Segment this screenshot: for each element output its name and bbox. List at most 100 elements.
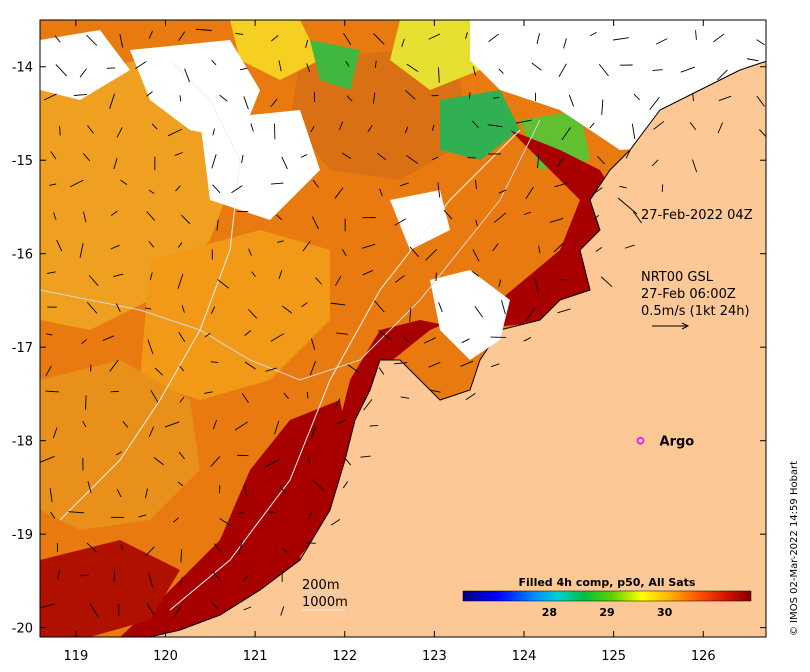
current-vector <box>395 275 405 283</box>
current-vector <box>212 128 215 136</box>
current-vector <box>179 396 185 403</box>
current-vector <box>49 488 53 502</box>
current-vector <box>330 518 341 526</box>
time-label: 27-Feb-2022 04Z <box>641 208 753 223</box>
current-vector <box>270 98 278 108</box>
current-vector <box>53 212 57 220</box>
current-vector <box>345 61 350 67</box>
current-vector <box>178 451 185 460</box>
current-vector <box>373 33 385 45</box>
current-vector <box>344 457 352 466</box>
current-vector <box>54 35 61 43</box>
current-vector <box>244 484 247 497</box>
current-vector <box>498 279 502 288</box>
current-vector <box>150 389 159 403</box>
current-vector <box>242 574 249 582</box>
current-vector <box>59 126 61 136</box>
current-vector <box>379 188 383 197</box>
sst-hot-sw <box>40 540 180 637</box>
credit-text: © IMOS 02-Mar-2022 14:59 Hobart <box>789 461 800 636</box>
current-vector <box>523 337 532 342</box>
current-vector <box>438 67 440 83</box>
lon-tick-label: 123 <box>422 649 447 664</box>
current-vector <box>651 159 659 167</box>
current-vector <box>746 58 759 62</box>
current-vector <box>146 603 155 615</box>
current-vector <box>86 34 98 46</box>
current-vector <box>373 300 385 313</box>
current-vector <box>372 92 376 104</box>
current-vector <box>57 569 60 580</box>
colorbar-tick-label: 28 <box>542 606 557 619</box>
current-vector <box>212 184 221 194</box>
current-vector <box>649 96 660 110</box>
current-vector <box>306 542 316 544</box>
current-vector <box>119 34 124 48</box>
sst-patch-orange <box>140 230 330 400</box>
current-vector <box>680 66 696 73</box>
contour-label-1000: 1000m <box>302 595 348 610</box>
current-vector <box>211 601 219 610</box>
land-area <box>150 61 766 637</box>
sst-patch-orange-2 <box>40 360 200 530</box>
scale-arrow <box>652 322 690 330</box>
current-vector <box>310 125 315 133</box>
current-vector <box>431 156 439 161</box>
current-vector <box>211 154 217 169</box>
contour-1000m-line-2 <box>169 129 521 611</box>
current-vector <box>40 455 55 463</box>
lat-tick-label: -19 <box>12 528 33 543</box>
current-vector <box>216 219 219 231</box>
current-vector <box>243 96 249 110</box>
current-vector <box>148 426 155 438</box>
current-vector <box>146 211 156 221</box>
current-vector <box>597 155 605 165</box>
current-vector <box>312 179 319 188</box>
current-vector <box>244 361 256 370</box>
current-vector <box>177 242 183 248</box>
current-vector <box>378 329 391 340</box>
current-vector <box>68 511 84 514</box>
current-vector <box>756 39 765 46</box>
current-vector <box>461 338 470 344</box>
current-vector <box>425 248 438 261</box>
current-vector <box>691 159 698 173</box>
current-vector <box>279 486 287 495</box>
current-vector <box>334 398 341 409</box>
cloud-gulf <box>430 270 510 360</box>
current-vector <box>265 458 280 468</box>
time-pointer-line <box>617 197 638 215</box>
current-vector <box>113 158 118 169</box>
lon-tick-label: 125 <box>601 649 626 664</box>
current-vector <box>270 182 284 185</box>
current-vector <box>109 93 115 109</box>
current-vector <box>211 60 217 66</box>
current-vector <box>309 360 317 376</box>
current-vector <box>438 302 443 313</box>
current-vector <box>86 301 98 314</box>
current-vector <box>465 392 476 401</box>
current-vector <box>241 154 244 164</box>
current-vector <box>46 333 53 336</box>
current-vector <box>361 243 376 249</box>
current-vector <box>231 185 243 194</box>
current-vector <box>538 245 541 254</box>
current-vector <box>120 179 128 185</box>
current-vector <box>144 488 148 499</box>
current-vector <box>471 271 479 277</box>
current-vector <box>270 333 285 342</box>
lat-tick-label: -18 <box>12 435 33 450</box>
current-vector <box>652 69 663 71</box>
current-vector <box>428 33 441 40</box>
lon-tick-label: 121 <box>243 649 268 664</box>
current-vector <box>487 124 503 128</box>
current-vector <box>210 456 221 467</box>
current-vector <box>600 276 613 288</box>
current-vector <box>82 420 87 428</box>
current-vector <box>347 364 360 374</box>
current-vector <box>300 154 308 158</box>
current-time-label: 27-Feb 06:00Z <box>641 287 736 302</box>
current-vector <box>346 95 353 102</box>
current-vector <box>217 278 229 289</box>
current-vector <box>164 421 180 428</box>
